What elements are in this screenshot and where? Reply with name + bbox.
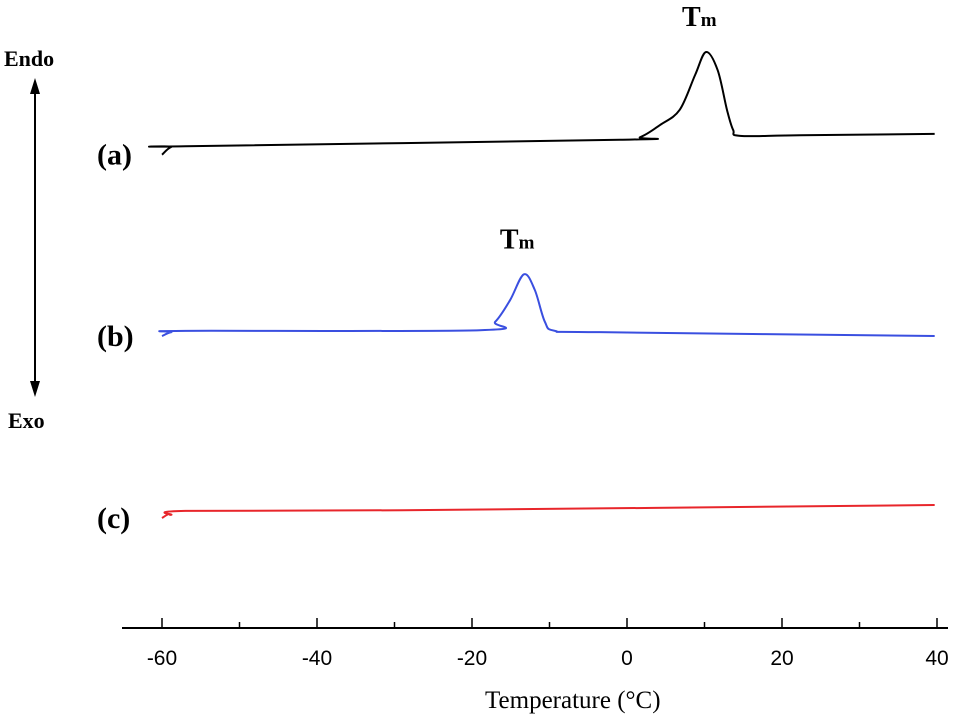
x-tick-label: -60 bbox=[147, 647, 177, 670]
x-tick-label: 0 bbox=[621, 647, 633, 670]
series-line-b bbox=[158, 273, 935, 338]
peak-label-tm-a: Tm bbox=[682, 2, 717, 33]
arrow-up-head bbox=[30, 78, 40, 94]
x-tick-label: 20 bbox=[770, 647, 793, 670]
peak-label-tm-b: Tm bbox=[500, 224, 535, 255]
x-tick-label: -20 bbox=[457, 647, 487, 670]
arrow-down-head bbox=[30, 381, 40, 397]
series-line-c bbox=[161, 504, 935, 519]
endo-label: Endo bbox=[4, 46, 54, 71]
series-label-c: (c) bbox=[97, 502, 130, 535]
x-axis-label: Temperature (°C) bbox=[485, 687, 661, 714]
series-line-a bbox=[148, 51, 935, 156]
exo-label: Exo bbox=[8, 408, 45, 433]
series-label-b: (b) bbox=[97, 320, 134, 353]
series-label-a: (a) bbox=[97, 139, 132, 172]
x-tick-label: -40 bbox=[302, 647, 332, 670]
x-tick-label: 40 bbox=[925, 647, 948, 670]
